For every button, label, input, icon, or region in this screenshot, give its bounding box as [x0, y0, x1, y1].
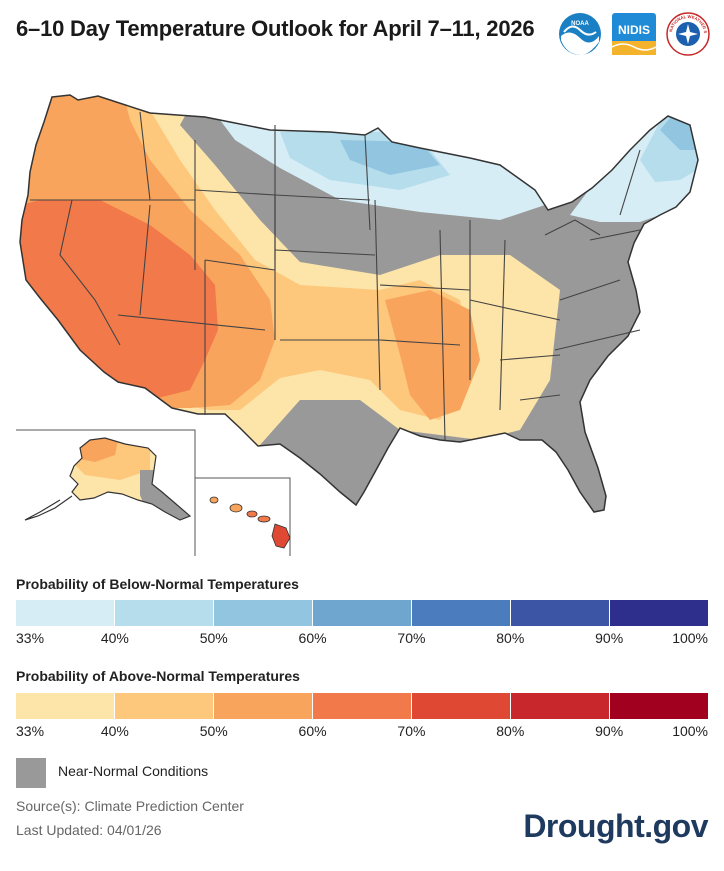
below-scale-swatch-1	[115, 600, 214, 626]
above-tick-label: 40%	[100, 723, 129, 739]
above-tick-label: 100%	[672, 723, 708, 739]
noaa-logo[interactable]: NOAA	[558, 12, 602, 56]
us-border	[19, 94, 699, 513]
logo-group: NOAA NIDIS NATIONAL WEATHER SERVICE	[558, 12, 710, 56]
above-scale-swatch-5	[511, 693, 610, 719]
near-normal-swatch	[16, 758, 46, 788]
above-tick-label: 80%	[496, 723, 525, 739]
above-scale-swatch-2	[214, 693, 313, 719]
near-normal-label: Near-Normal Conditions	[58, 763, 209, 779]
contiguous-us	[20, 95, 698, 512]
above-scale-swatch-0	[16, 693, 115, 719]
drought-gov-logo[interactable]: Drought.gov	[523, 808, 708, 844]
inset-hawaii	[195, 477, 291, 556]
below-normal-ticks: 33% 40% 50% 60% 70% 80% 90% 100%	[16, 630, 708, 648]
above-tick-label: 90%	[595, 723, 624, 739]
below-tick-label: 60%	[298, 630, 327, 646]
nws-logo[interactable]: NATIONAL WEATHER SERVICE	[666, 12, 710, 56]
state-borders	[30, 111, 641, 441]
below-scale-swatch-3	[313, 600, 412, 626]
below-scale-swatch-0	[16, 600, 115, 626]
below-scale-swatch-4	[412, 600, 511, 626]
below-tick-label: 50%	[199, 630, 228, 646]
inset-alaska	[16, 429, 196, 556]
above-tick-label: 60%	[298, 723, 327, 739]
above-tick-label: 70%	[397, 723, 426, 739]
above-normal-legend-title: Probability of Above-Normal Temperatures	[16, 668, 300, 684]
noaa-logo-text: NOAA	[571, 21, 589, 27]
above-scale-swatch-1	[115, 693, 214, 719]
nidis-logo-text: NIDIS	[618, 23, 650, 37]
page-title: 6–10 Day Temperature Outlook for April 7…	[16, 16, 535, 41]
last-updated-text: Last Updated: 04/01/26	[16, 822, 162, 838]
below-scale-swatch-6	[610, 600, 708, 626]
above-normal-scale	[16, 693, 708, 719]
below-normal-legend-title: Probability of Below-Normal Temperatures	[16, 576, 299, 592]
above-scale-swatch-6	[610, 693, 708, 719]
below-tick-label: 33%	[16, 630, 45, 646]
below-tick-label: 40%	[100, 630, 129, 646]
below-tick-label: 100%	[672, 630, 708, 646]
below-tick-label: 90%	[595, 630, 624, 646]
below-scale-swatch-5	[511, 600, 610, 626]
below-normal-scale	[16, 600, 708, 626]
below-tick-label: 70%	[397, 630, 426, 646]
below-scale-swatch-2	[214, 600, 313, 626]
above-tick-label: 50%	[199, 723, 228, 739]
above-tick-label: 33%	[16, 723, 45, 739]
temperature-outlook-map	[16, 94, 699, 556]
above-normal-ticks: 33% 40% 50% 60% 70% 80% 90% 100%	[16, 723, 708, 741]
source-text: Source(s): Climate Prediction Center	[16, 798, 244, 814]
below-tick-label: 80%	[496, 630, 525, 646]
above-scale-swatch-4	[412, 693, 511, 719]
above-scale-swatch-3	[313, 693, 412, 719]
nidis-logo[interactable]: NIDIS	[612, 13, 656, 55]
